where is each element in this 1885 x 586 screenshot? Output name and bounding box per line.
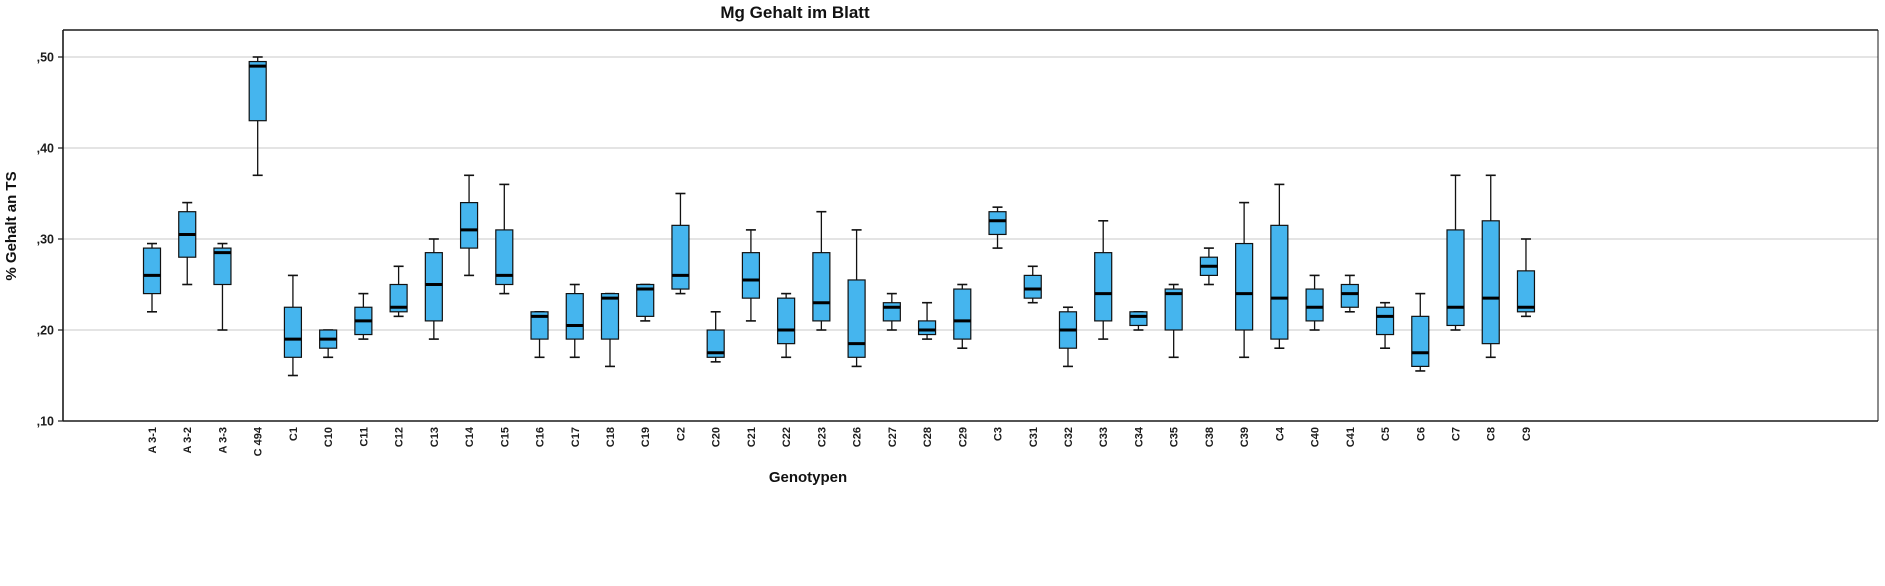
x-tick-label: C7: [1451, 427, 1463, 441]
box: [1446, 229, 1465, 327]
box: [424, 252, 443, 322]
x-tick-label: C16: [535, 427, 547, 447]
x-tick-label: C34: [1133, 426, 1145, 447]
box: [1305, 288, 1324, 322]
box: [636, 283, 655, 317]
box: [777, 297, 796, 345]
box: [459, 202, 479, 249]
x-tick-label: C29: [957, 427, 969, 447]
x-tick-label: C32: [1063, 427, 1075, 447]
x-tick-label: C38: [1204, 427, 1216, 447]
x-axis-label: Genotypen: [769, 469, 847, 486]
box: [213, 247, 232, 286]
box: [1375, 306, 1395, 336]
x-tick-label: C3: [993, 427, 1005, 441]
x-tick-label: A 3-2: [182, 427, 194, 454]
box: [671, 224, 690, 290]
box: [1411, 315, 1430, 368]
x-tick-label: A 3-1: [147, 427, 159, 454]
x-tick-label: C41: [1345, 427, 1357, 447]
box: [565, 293, 584, 340]
x-tick-label: C15: [499, 427, 511, 447]
box: [142, 247, 162, 295]
box: [600, 293, 620, 340]
box: [917, 320, 937, 336]
box: [283, 306, 303, 358]
box: [953, 288, 972, 340]
y-tick-label: ,30: [37, 233, 54, 247]
box: [847, 279, 866, 358]
x-tick-label: C12: [394, 427, 406, 447]
box: [1270, 224, 1289, 340]
x-tick-label: C9: [1521, 427, 1533, 441]
box: [882, 302, 901, 322]
x-tick-label: C5: [1380, 427, 1392, 441]
x-tick-label: C4: [1274, 426, 1286, 441]
chart-title: Mg Gehalt im Blatt: [720, 3, 870, 22]
x-tick-label: C33: [1098, 427, 1110, 447]
x-tick-label: C11: [358, 427, 370, 447]
x-tick-label: C2: [675, 427, 687, 441]
box: [389, 283, 408, 313]
x-tick-label: C27: [887, 427, 899, 447]
x-tick-label: C13: [429, 427, 441, 447]
box: [530, 311, 549, 340]
x-tick-label: C31: [1028, 427, 1040, 447]
y-axis-label: % Gehalt an TS: [3, 171, 20, 280]
box: [495, 229, 514, 286]
x-tick-label: C39: [1239, 427, 1251, 447]
box: [812, 252, 831, 322]
x-tick-label: C10: [323, 427, 335, 447]
box: [1129, 311, 1148, 327]
box: [1516, 270, 1536, 313]
y-tick-label: ,40: [37, 142, 54, 156]
box: [248, 60, 267, 122]
x-tick-label: C1: [288, 427, 300, 441]
x-tick-label: C14: [464, 426, 476, 447]
x-tick-label: C35: [1169, 427, 1181, 447]
box: [1164, 288, 1183, 331]
y-tick-label: ,10: [37, 415, 54, 429]
box: [706, 329, 725, 358]
x-tick-label: C20: [711, 427, 723, 447]
x-tick-label: C21: [746, 427, 758, 447]
y-tick-label: ,50: [37, 51, 54, 65]
x-tick-label: C18: [605, 427, 617, 447]
x-tick-label: C26: [852, 427, 864, 447]
box: [1235, 242, 1254, 331]
x-tick-label: C17: [570, 427, 582, 447]
box: [1094, 252, 1113, 322]
x-tick-label: C 494: [253, 426, 265, 456]
x-tick-label: A 3-3: [217, 427, 229, 454]
x-tick-label: C40: [1310, 427, 1322, 447]
x-tick-label: C6: [1415, 427, 1427, 441]
x-tick-label: C23: [816, 427, 828, 447]
y-tick-label: ,20: [37, 324, 54, 338]
plot-area: ,10 ,20 ,30 ,40 ,50 A 3-1 A 3-2 A 3-3 C 494 C1 C10…: [37, 29, 1879, 456]
box: [741, 252, 761, 299]
box: [1023, 274, 1042, 299]
box: [1481, 220, 1500, 345]
x-tick-label: C8: [1486, 427, 1498, 441]
x-tick-label: C19: [640, 427, 652, 447]
box: [988, 211, 1007, 236]
x-tick-label: C28: [922, 427, 934, 447]
x-tick-label: C22: [781, 427, 793, 447]
box: [1340, 283, 1359, 308]
